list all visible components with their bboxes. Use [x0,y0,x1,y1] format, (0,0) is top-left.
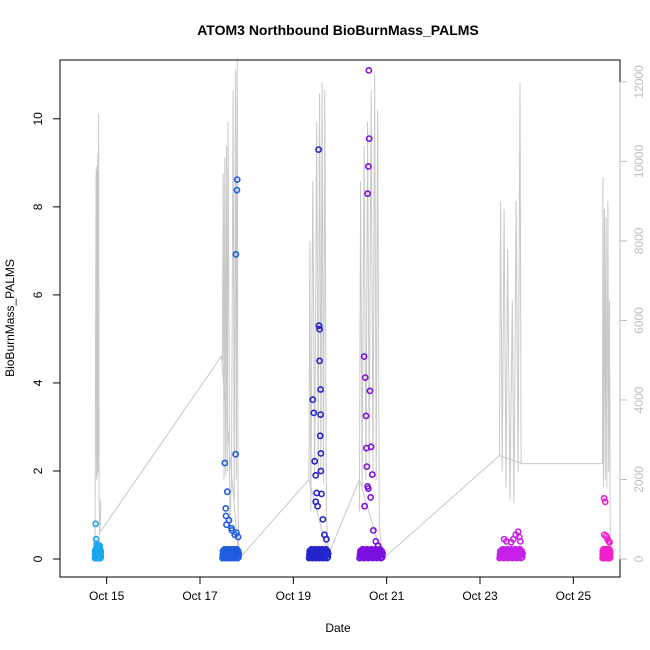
altitude-series [94,57,611,561]
data-point [606,538,613,546]
y2-axis: 0 2000 4000 6000 8000 10000 12000 [619,65,646,562]
y2-tick-label: 2000 [632,466,646,493]
data-point [225,516,233,524]
data-point [518,553,526,561]
data-point [364,162,372,170]
y-tick-label: 4 [31,379,45,386]
y-tick-label: 6 [31,291,45,298]
plot-frame [59,59,621,578]
data-point [310,409,318,417]
data-point [316,325,323,333]
altitude-line-flight-4 [358,73,384,560]
data-point [316,432,324,440]
x-tick-label: Oct 17 [182,589,218,603]
data-point [223,488,231,496]
data-point [366,387,374,395]
data-point [234,533,242,541]
data-point [312,498,320,506]
y-tick-label: 8 [31,203,45,210]
data-point [360,353,368,360]
altitude-bridge-line [100,354,603,561]
y2-tick-label: 8000 [632,227,646,254]
data-point [322,535,330,543]
data-point [221,459,229,467]
data-point [319,516,327,523]
data-point [364,485,372,492]
data-point [364,190,371,198]
data-point [315,322,323,330]
data-point [600,494,608,502]
data-point [97,553,105,561]
data-point [317,449,325,457]
data-point [233,186,241,194]
x-tick-label: Oct 25 [556,589,592,603]
altitude-line-flight-2 [221,57,240,548]
data-point [606,547,614,555]
data-point [361,374,369,381]
data-point [368,471,376,478]
data-point [362,412,370,420]
data-points [91,67,614,562]
x-axis-label: Date [325,621,351,635]
data-point [316,357,323,365]
data-point [97,550,105,558]
y-tick-label: 10 [31,112,45,126]
data-point [232,450,239,458]
data-point [601,498,609,506]
chart-title: ATOM3 Northbound BioBurnMass_PALMS [197,22,479,38]
data-point [232,250,240,258]
data-point [235,550,243,558]
data-point [312,471,320,479]
data-point [309,396,317,404]
data-point [517,538,524,545]
x-tick-label: Oct 23 [462,589,498,603]
data-point [317,411,324,418]
data-point [233,176,241,183]
data-point [235,553,242,561]
data-point [379,550,386,558]
x-tick-label: Oct 15 [89,589,125,603]
data-point [361,502,368,510]
altitude-line-flight-1 [94,113,102,560]
y2-tick-label: 12000 [632,65,646,99]
data-point [97,547,104,555]
altitude-line-flight-6 [602,177,611,560]
y-axis: 0 2 4 6 8 10 [31,112,61,562]
data-point [311,457,319,465]
y-tick-label: 2 [31,467,45,474]
altitude-line-flight-5 [498,81,523,504]
y2-tick-label: 6000 [632,307,646,334]
y-tick-label: 0 [31,555,45,562]
data-point [318,490,325,498]
data-point [363,463,371,470]
data-point [222,512,230,520]
data-point [606,553,614,561]
y-axis-label: BioBurnMass_PALMS [3,259,17,377]
x-axis: Oct 15 Oct 17 Oct 19 Oct 21 Oct 23 Oct 25 [89,576,592,603]
data-point [222,504,230,512]
data-point [378,553,386,561]
data-point [92,520,100,528]
data-point [369,527,377,534]
y2-tick-label: 10000 [632,144,646,178]
altitude-line-flight-3 [308,81,329,552]
y2-tick-label: 4000 [632,386,646,413]
data-point [606,550,614,558]
data-point [519,550,526,558]
data-point [324,553,332,561]
data-point [367,493,374,501]
data-point [317,467,325,475]
data-point [365,135,373,142]
data-point [317,386,324,393]
y2-tick-label: 0 [632,555,646,562]
x-tick-label: Oct 21 [369,589,405,603]
data-point [603,532,610,540]
data-point [514,528,522,536]
x-tick-label: Oct 19 [276,589,312,603]
data-point [315,146,322,153]
data-point [365,67,373,74]
data-point [324,550,332,558]
data-point [367,443,375,451]
